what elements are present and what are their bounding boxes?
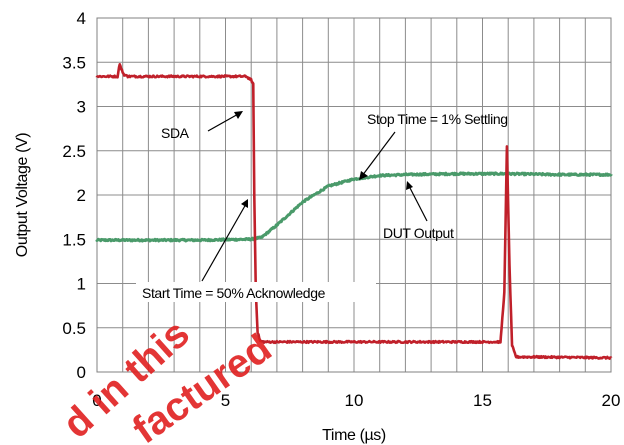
series-line-sda	[95, 63, 613, 360]
annotation-start-time: Start Time = 50% Acknowledge	[136, 199, 376, 302]
x-tick-label: 10	[345, 391, 364, 410]
y-tick-label: 4	[77, 9, 86, 28]
x-tick-label: 20	[602, 391, 621, 410]
y-tick-label: 2.5	[62, 142, 86, 161]
arrowhead	[241, 199, 248, 208]
y-tick-label: 2	[77, 186, 86, 205]
x-tick-label: 5	[221, 391, 230, 410]
annotation-arrow	[408, 185, 428, 222]
annotation-arrow	[207, 112, 241, 132]
x-tick-labels: 0 5 10 15 20	[92, 391, 620, 410]
annotation-dut-label: DUT Output	[383, 225, 454, 241]
y-tick-labels: 0 0.5 1 1.5 2 2.5 3 3.5 4	[62, 9, 86, 382]
annotation-stop-label: Stop Time = 1% Settling	[367, 111, 508, 127]
x-tick-label: 15	[473, 391, 492, 410]
annotation-start-background	[136, 282, 376, 302]
y-axis-title: Output Voltage (V)	[14, 133, 31, 258]
y-tick-label: 1	[77, 275, 86, 294]
y-tick-label: 0	[77, 363, 86, 382]
annotation-arrow	[201, 203, 247, 282]
y-tick-label: 1.5	[62, 230, 86, 249]
x-tick-label: 0	[92, 391, 101, 410]
arrowhead	[359, 171, 368, 180]
y-tick-label: 3.5	[62, 53, 86, 72]
annotation-arrow	[361, 131, 396, 177]
x-axis-title: Time (µs)	[322, 427, 386, 444]
annotation-dut-output: DUT Output	[383, 181, 454, 241]
series-line-dut-output	[95, 171, 613, 243]
arrowhead	[234, 111, 243, 119]
annotation-sda-label: SDA	[161, 125, 190, 141]
arrowhead	[406, 181, 413, 190]
annotation-stop-time: Stop Time = 1% Settling	[359, 111, 508, 180]
y-tick-label: 3	[77, 98, 86, 117]
plot-frame	[96, 17, 612, 373]
annotation-sda: SDA	[161, 111, 243, 141]
y-tick-label: 0.5	[62, 319, 86, 338]
annotation-start-label: Start Time = 50% Acknowledge	[142, 285, 326, 301]
